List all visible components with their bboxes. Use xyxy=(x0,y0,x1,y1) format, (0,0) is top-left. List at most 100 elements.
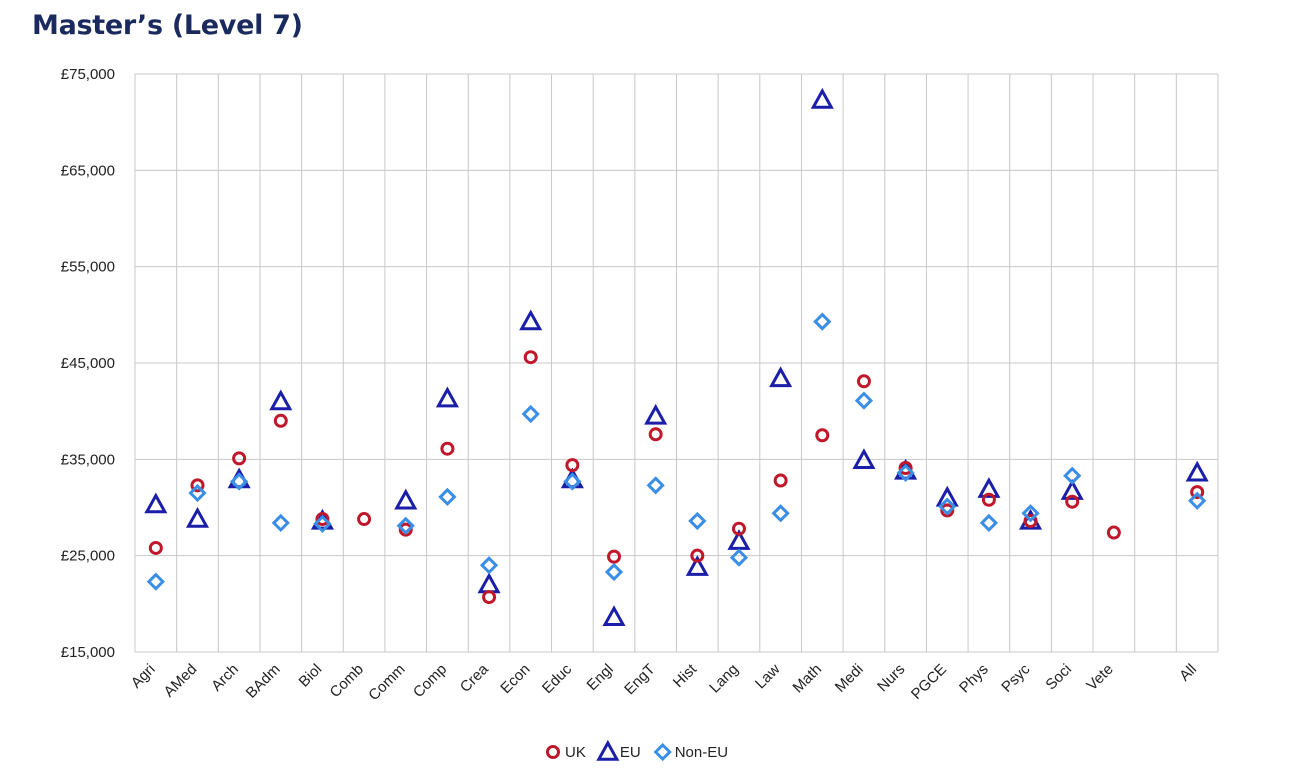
x-tick-label: Lang xyxy=(706,661,742,697)
marker-uk xyxy=(731,521,746,536)
marker-non-eu xyxy=(479,556,499,575)
marker-eu xyxy=(935,485,959,507)
y-axis-ticks: £15,000 £25,000 £35,000 £45,000 £55,000 £65,0… xyxy=(61,66,115,661)
x-tick-label: Econ xyxy=(497,661,533,697)
marker-non-eu xyxy=(896,463,915,482)
marker-non-eu xyxy=(521,404,540,424)
marker-eu xyxy=(727,529,751,550)
legend-marker-eu xyxy=(596,739,620,761)
x-tick-label: Soci xyxy=(1042,661,1075,694)
x-tick-label: Agri xyxy=(128,661,159,692)
marker-uk xyxy=(607,549,622,564)
legend-marker-non-eu xyxy=(653,742,672,762)
y-tick-label: £55,000 xyxy=(61,259,115,276)
marker-uk xyxy=(523,350,538,365)
x-tick-label: BAdm xyxy=(243,661,284,702)
marker-eu xyxy=(394,488,418,510)
y-tick-label: £25,000 xyxy=(61,548,115,565)
marker-eu xyxy=(185,506,210,528)
x-tick-label: Math xyxy=(790,661,826,697)
marker-non-eu xyxy=(1063,466,1082,485)
y-tick-label: £65,000 xyxy=(61,162,115,179)
x-tick-label: EngT xyxy=(621,661,658,698)
x-tick-label: Comb xyxy=(327,661,367,701)
marker-non-eu xyxy=(271,513,290,533)
marker-uk xyxy=(1023,513,1038,528)
marker-non-eu xyxy=(854,391,874,410)
marker-non-eu xyxy=(604,562,624,582)
marker-uk xyxy=(1190,485,1205,500)
x-tick-label: Comp xyxy=(410,661,450,701)
marker-non-eu xyxy=(146,572,165,591)
x-tick-label: Comm xyxy=(365,661,408,704)
chart-title: Master’s (Level 7) xyxy=(32,10,303,41)
marker-uk xyxy=(981,492,996,507)
x-tick-label: Psyc xyxy=(998,660,1033,695)
marker-uk xyxy=(690,548,705,563)
marker-non-eu xyxy=(1188,491,1207,510)
marker-uk xyxy=(357,512,372,527)
legend-label: Non-EU xyxy=(675,744,728,761)
marker-uk xyxy=(648,427,663,442)
marker-non-eu xyxy=(230,472,249,491)
marker-non-eu xyxy=(729,548,749,567)
x-tick-label: Nurs xyxy=(874,661,908,695)
marker-uk xyxy=(398,522,413,537)
marker-uk xyxy=(1065,494,1080,509)
marker-eu xyxy=(269,389,293,411)
marker-non-eu xyxy=(771,504,790,523)
marker-non-eu xyxy=(313,514,332,533)
x-tick-label: All xyxy=(1176,661,1200,685)
x-tick-label: Crea xyxy=(457,660,492,695)
x-tick-label: Engl xyxy=(584,661,617,694)
y-tick-label: £75,000 xyxy=(61,66,115,83)
legend-marker-uk xyxy=(546,745,560,759)
marker-non-eu xyxy=(938,497,957,516)
marker-eu xyxy=(435,386,459,408)
marker-eu xyxy=(852,448,876,469)
marker-uk xyxy=(440,441,455,456)
marker-eu xyxy=(1185,460,1209,482)
y-tick-label: £15,000 xyxy=(61,644,115,661)
marker-uk xyxy=(856,374,871,389)
x-tick-label: Hist xyxy=(670,660,701,691)
marker-uk xyxy=(815,428,830,443)
marker-non-eu xyxy=(813,312,832,331)
y-tick-label: £45,000 xyxy=(61,355,115,372)
marker-eu xyxy=(477,572,501,594)
marker-uk xyxy=(315,512,330,527)
marker-non-eu xyxy=(979,513,999,533)
marker-eu xyxy=(810,87,834,109)
marker-non-eu xyxy=(646,476,665,495)
x-tick-label: Law xyxy=(752,661,784,693)
marker-uk xyxy=(190,478,205,493)
marker-uk xyxy=(148,540,163,555)
grid xyxy=(134,73,1219,653)
marker-uk xyxy=(940,503,955,518)
marker-eu xyxy=(144,492,168,514)
x-tick-label: Arch xyxy=(208,661,242,695)
marker-non-eu xyxy=(688,511,707,531)
marker-non-eu xyxy=(438,487,457,507)
marker-non-eu xyxy=(188,483,207,503)
x-tick-label: Vete xyxy=(1083,661,1116,694)
x-tick-label: PGCE xyxy=(908,661,950,703)
data-markers xyxy=(144,87,1209,627)
legend-label: UK xyxy=(565,744,586,761)
marker-uk xyxy=(232,451,247,466)
marker-uk xyxy=(565,458,580,473)
marker-eu xyxy=(685,555,709,576)
marker-eu xyxy=(644,403,668,425)
legend: UK EU Non-EU xyxy=(546,739,728,762)
x-tick-label: Medi xyxy=(832,661,867,696)
marker-uk xyxy=(1106,525,1121,540)
marker-eu xyxy=(1060,479,1084,500)
marker-uk xyxy=(773,473,788,488)
marker-eu xyxy=(977,477,1001,498)
marker-non-eu xyxy=(1021,504,1040,523)
marker-uk xyxy=(898,461,913,476)
marker-eu xyxy=(519,309,543,331)
marker-non-eu xyxy=(396,516,415,535)
